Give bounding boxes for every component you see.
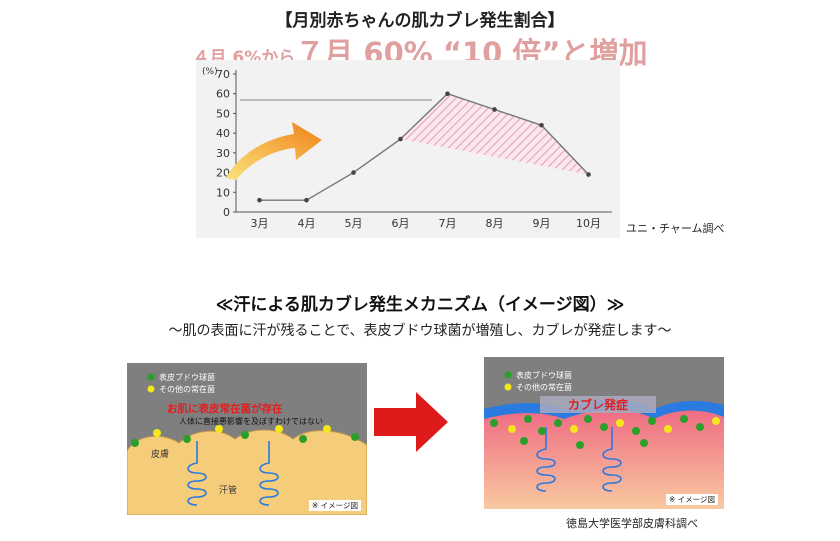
data-point — [398, 136, 403, 142]
legend-other: その他の常在菌 — [159, 385, 215, 394]
red-arrow-icon — [374, 392, 448, 452]
mechanism-subtitle: ～肌の表面に汗が残ることで、表皮ブドウ球菌が増殖し、カブレが発症します～ — [168, 323, 672, 339]
y-tick-label: 10 — [216, 186, 230, 199]
source-note-2: 徳島大学医学部皮膚科調べ — [566, 517, 698, 530]
x-tick-label: 10月 — [576, 217, 601, 230]
x-tick-label: 6月 — [392, 217, 410, 230]
left-note: 人体に直接悪影響を及ぼすわけではない — [179, 417, 323, 426]
y-tick-label: 60 — [216, 88, 230, 101]
x-tick-label: 4月 — [298, 217, 316, 230]
data-point — [539, 122, 544, 128]
legend-other: その他の常在菌 — [516, 383, 572, 392]
right-headline: カブレ発症 — [540, 396, 657, 413]
data-point — [257, 197, 262, 203]
y-tick-label: 70 — [216, 68, 230, 81]
data-point — [586, 172, 591, 177]
data-point — [445, 91, 450, 97]
chart-area: 0 10 20 30 40 50 60 70 (%) 3月 4月 5月 6月 7月 8月 9月 10月 — [196, 60, 620, 238]
legend-staph: 表皮ブドウ球菌 — [159, 373, 215, 382]
inflamed-skin — [484, 410, 724, 509]
chart-title: 【月別赤ちゃんの肌カブレ発生割合】 — [275, 11, 565, 31]
y-tick-label: 40 — [216, 127, 230, 140]
y-tick-label: 20 — [216, 167, 230, 180]
illustration-inflamed-skin: 表皮ブドウ球菌 その他の常在菌 カブレ発症 ※ イメージ図 — [484, 357, 724, 509]
y-tick-label: 30 — [216, 147, 230, 160]
data-point — [492, 107, 497, 112]
image-note-right: ※ イメージ図 — [665, 494, 718, 505]
left-headline: お肌に表皮常在菌が存在 — [167, 403, 283, 415]
image-note-left: ※ イメージ図 — [308, 500, 361, 511]
x-tick-label: 8月 — [486, 217, 504, 230]
data-point — [304, 197, 309, 203]
y-axis-unit: (%) — [202, 67, 218, 77]
data-point — [351, 170, 356, 175]
rising-arrow-icon — [226, 122, 322, 180]
x-tick-label: 5月 — [345, 217, 363, 230]
line-chart: 0 10 20 30 40 50 60 70(%) 3月 4月 5月 6月 7月 8月 9月 10月 — [202, 67, 612, 230]
sweat-gland-icon — [536, 427, 622, 492]
sweat-label: 汗管 — [219, 486, 238, 496]
sweat-gland-icon — [187, 441, 279, 506]
x-tick-label: 9月 — [533, 217, 551, 230]
source-note: ユニ・チャーム調べ — [626, 222, 725, 235]
bacteria-dots — [131, 373, 359, 447]
y-tick-label: 50 — [216, 107, 230, 120]
illustration-normal-skin: 表皮ブドウ球菌 その他の常在菌 お肌に表皮常在菌が存在 人体に直接悪影響を及ぼす… — [127, 363, 367, 515]
series-line — [259, 92, 590, 201]
legend-staph: 表皮ブドウ球菌 — [516, 371, 572, 380]
mechanism-title: ≪汗による肌カブレ発生メカニズム（イメージ図）≫ — [215, 295, 625, 315]
x-tick-label: 3月 — [251, 217, 269, 230]
hatched-region — [400, 93, 589, 175]
x-tick-label: 7月 — [439, 217, 457, 230]
skin-label: 皮膚 — [151, 450, 170, 460]
y-tick-label: 0 — [223, 206, 230, 219]
bacteria-dots — [490, 371, 720, 449]
